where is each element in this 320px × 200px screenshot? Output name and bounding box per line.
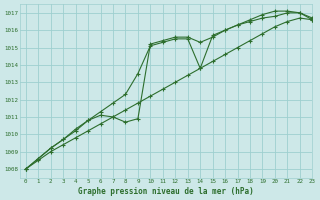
X-axis label: Graphe pression niveau de la mer (hPa): Graphe pression niveau de la mer (hPa) [78,187,254,196]
